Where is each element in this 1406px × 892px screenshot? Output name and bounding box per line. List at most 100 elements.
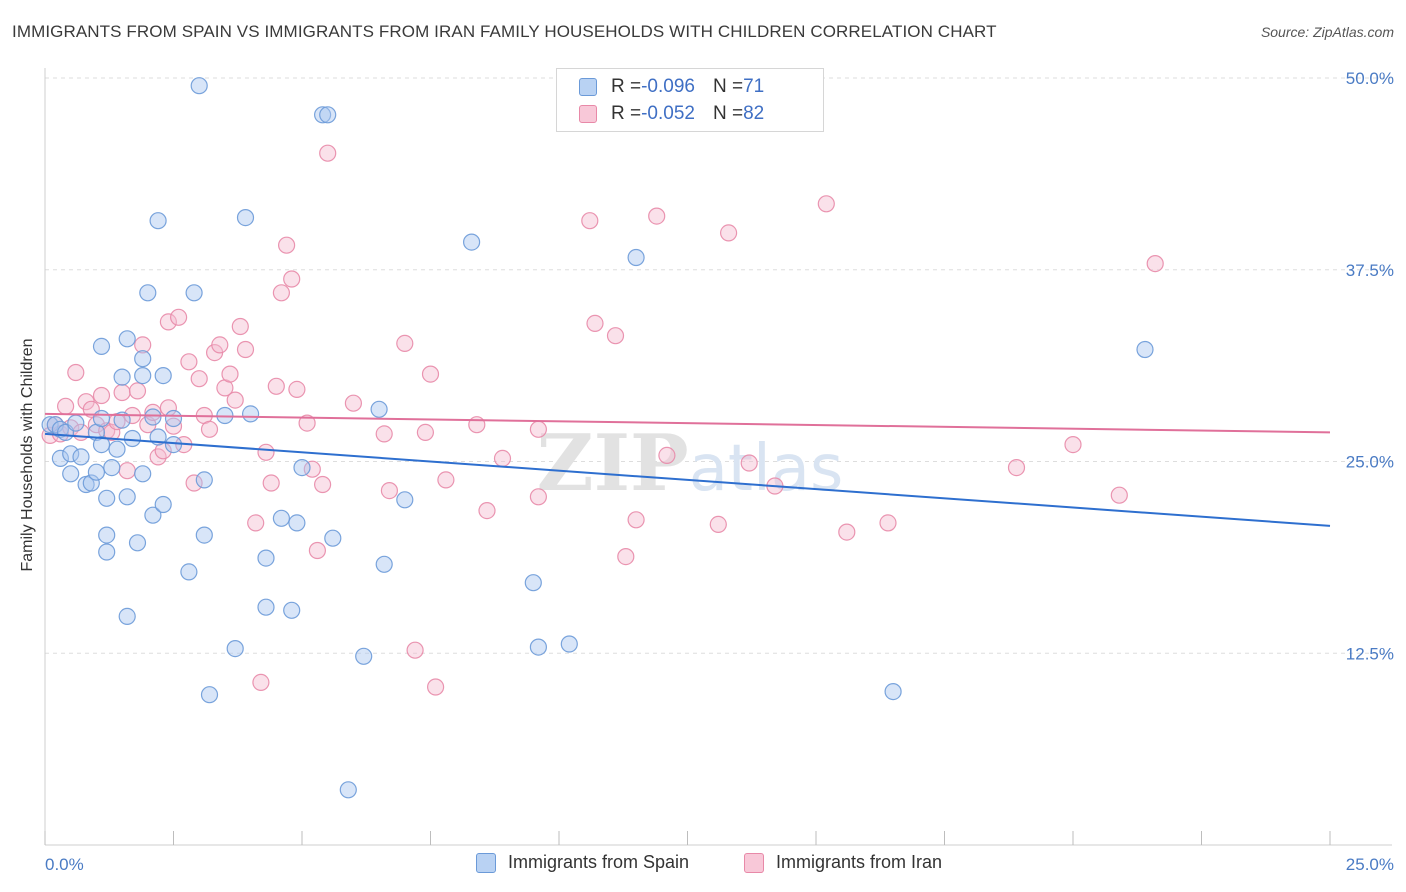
iran-point-80[interactable] (838, 523, 856, 541)
iran-point-73[interactable] (648, 207, 666, 225)
iran-point-74[interactable] (658, 446, 676, 464)
spain-point-5[interactable] (62, 465, 80, 483)
iran-point-53[interactable] (319, 144, 337, 162)
spain-point-60[interactable] (355, 647, 373, 665)
iran-point-14[interactable] (113, 383, 131, 402)
spain-point-28[interactable] (134, 350, 152, 368)
iran-point-85[interactable] (1146, 255, 1164, 273)
spain-point-13[interactable] (92, 337, 111, 355)
spain-point-66[interactable] (529, 638, 548, 656)
iran-point-34[interactable] (211, 336, 229, 354)
spain-point-20[interactable] (108, 440, 126, 458)
iran-point-59[interactable] (416, 423, 434, 441)
iran-point-29[interactable] (185, 474, 203, 492)
iran-point-47[interactable] (283, 270, 301, 288)
spain-point-59[interactable] (339, 781, 357, 799)
spain-point-23[interactable] (118, 330, 136, 348)
iran-point-81[interactable] (879, 514, 897, 532)
iran-point-51[interactable] (308, 541, 326, 560)
spain-point-70[interactable] (1136, 340, 1154, 359)
spain-point-55[interactable] (293, 459, 311, 477)
iran-point-70[interactable] (606, 327, 625, 345)
spain-point-0[interactable] (41, 416, 59, 434)
iran-point-42[interactable] (257, 443, 275, 461)
spain-point-31[interactable] (139, 284, 157, 302)
iran-point-52[interactable] (314, 475, 332, 494)
iran-point-62[interactable] (437, 471, 455, 489)
iran-point-76[interactable] (719, 224, 738, 242)
iran-point-32[interactable] (200, 420, 219, 438)
iran-point-39[interactable] (236, 340, 255, 359)
iran-point-44[interactable] (267, 377, 285, 395)
spain-point-6[interactable] (62, 445, 80, 463)
spain-point-48[interactable] (236, 209, 255, 227)
spain-point-40[interactable] (180, 563, 198, 581)
spain-point-30[interactable] (134, 465, 152, 483)
iran-point-41[interactable] (252, 673, 270, 692)
spain-point-24[interactable] (118, 607, 136, 626)
spain-point-36[interactable] (154, 367, 172, 385)
spain-point-65[interactable] (524, 574, 542, 592)
iran-point-23[interactable] (159, 313, 177, 331)
iran-point-60[interactable] (421, 365, 440, 383)
iran-point-45[interactable] (272, 284, 290, 302)
spain-point-32[interactable] (144, 408, 162, 426)
spain-point-22[interactable] (113, 368, 131, 386)
iran-point-57[interactable] (396, 334, 414, 352)
iran-point-30[interactable] (190, 370, 208, 388)
spain-point-10[interactable] (82, 474, 100, 492)
spain-point-7[interactable] (67, 414, 85, 432)
iran-point-55[interactable] (375, 425, 393, 443)
spain-point-58[interactable] (324, 529, 342, 547)
iran-point-17[interactable] (128, 382, 147, 400)
iran-point-75[interactable] (709, 515, 727, 534)
spain-point-35[interactable] (149, 212, 167, 230)
iran-point-28[interactable] (180, 353, 198, 371)
iran-point-15[interactable] (118, 462, 136, 480)
spain-point-25[interactable] (118, 488, 136, 506)
iran-point-72[interactable] (627, 511, 645, 529)
iran-point-77[interactable] (740, 454, 758, 472)
spain-point-37[interactable] (154, 495, 172, 514)
spain-point-44[interactable] (195, 471, 213, 489)
spain-point-67[interactable] (560, 635, 578, 653)
spain-point-15[interactable] (92, 436, 111, 454)
spain-point-38[interactable] (164, 436, 183, 454)
spain-point-26[interactable] (123, 429, 141, 448)
spain-point-53[interactable] (283, 601, 301, 619)
series-legend-iran[interactable]: Immigrants from Iran (744, 852, 942, 873)
spain-point-18[interactable] (98, 543, 116, 561)
iran-point-58[interactable] (406, 641, 424, 659)
iran-point-83[interactable] (1064, 436, 1082, 454)
iran-point-37[interactable] (226, 391, 244, 409)
iran-point-38[interactable] (231, 317, 249, 336)
spain-point-52[interactable] (272, 509, 290, 527)
spain-point-2[interactable] (51, 449, 70, 467)
iran-point-3[interactable] (56, 397, 75, 415)
spain-point-69[interactable] (884, 682, 902, 701)
iran-point-43[interactable] (262, 474, 280, 492)
iran-point-61[interactable] (427, 678, 445, 696)
spain-point-19[interactable] (103, 459, 121, 477)
spain-point-49[interactable] (242, 405, 260, 423)
iran-point-65[interactable] (493, 449, 512, 467)
iran-point-46[interactable] (278, 236, 296, 254)
iran-point-54[interactable] (344, 394, 362, 412)
iran-point-48[interactable] (288, 380, 306, 398)
iran-point-64[interactable] (478, 502, 496, 520)
iran-point-82[interactable] (1007, 459, 1026, 477)
spain-point-56[interactable] (314, 106, 332, 124)
spain-point-51[interactable] (257, 598, 275, 616)
iran-point-40[interactable] (247, 514, 265, 532)
spain-point-47[interactable] (226, 639, 244, 658)
spain-point-43[interactable] (195, 526, 213, 544)
iran-point-5[interactable] (67, 363, 85, 382)
iran-point-84[interactable] (1110, 486, 1128, 504)
iran-point-67[interactable] (529, 488, 548, 506)
spain-point-17[interactable] (98, 526, 116, 544)
spain-point-27[interactable] (128, 534, 147, 552)
iran-point-66[interactable] (529, 420, 548, 438)
spain-point-8[interactable] (72, 448, 90, 466)
iran-point-79[interactable] (817, 195, 835, 213)
iran-point-18[interactable] (134, 336, 152, 354)
